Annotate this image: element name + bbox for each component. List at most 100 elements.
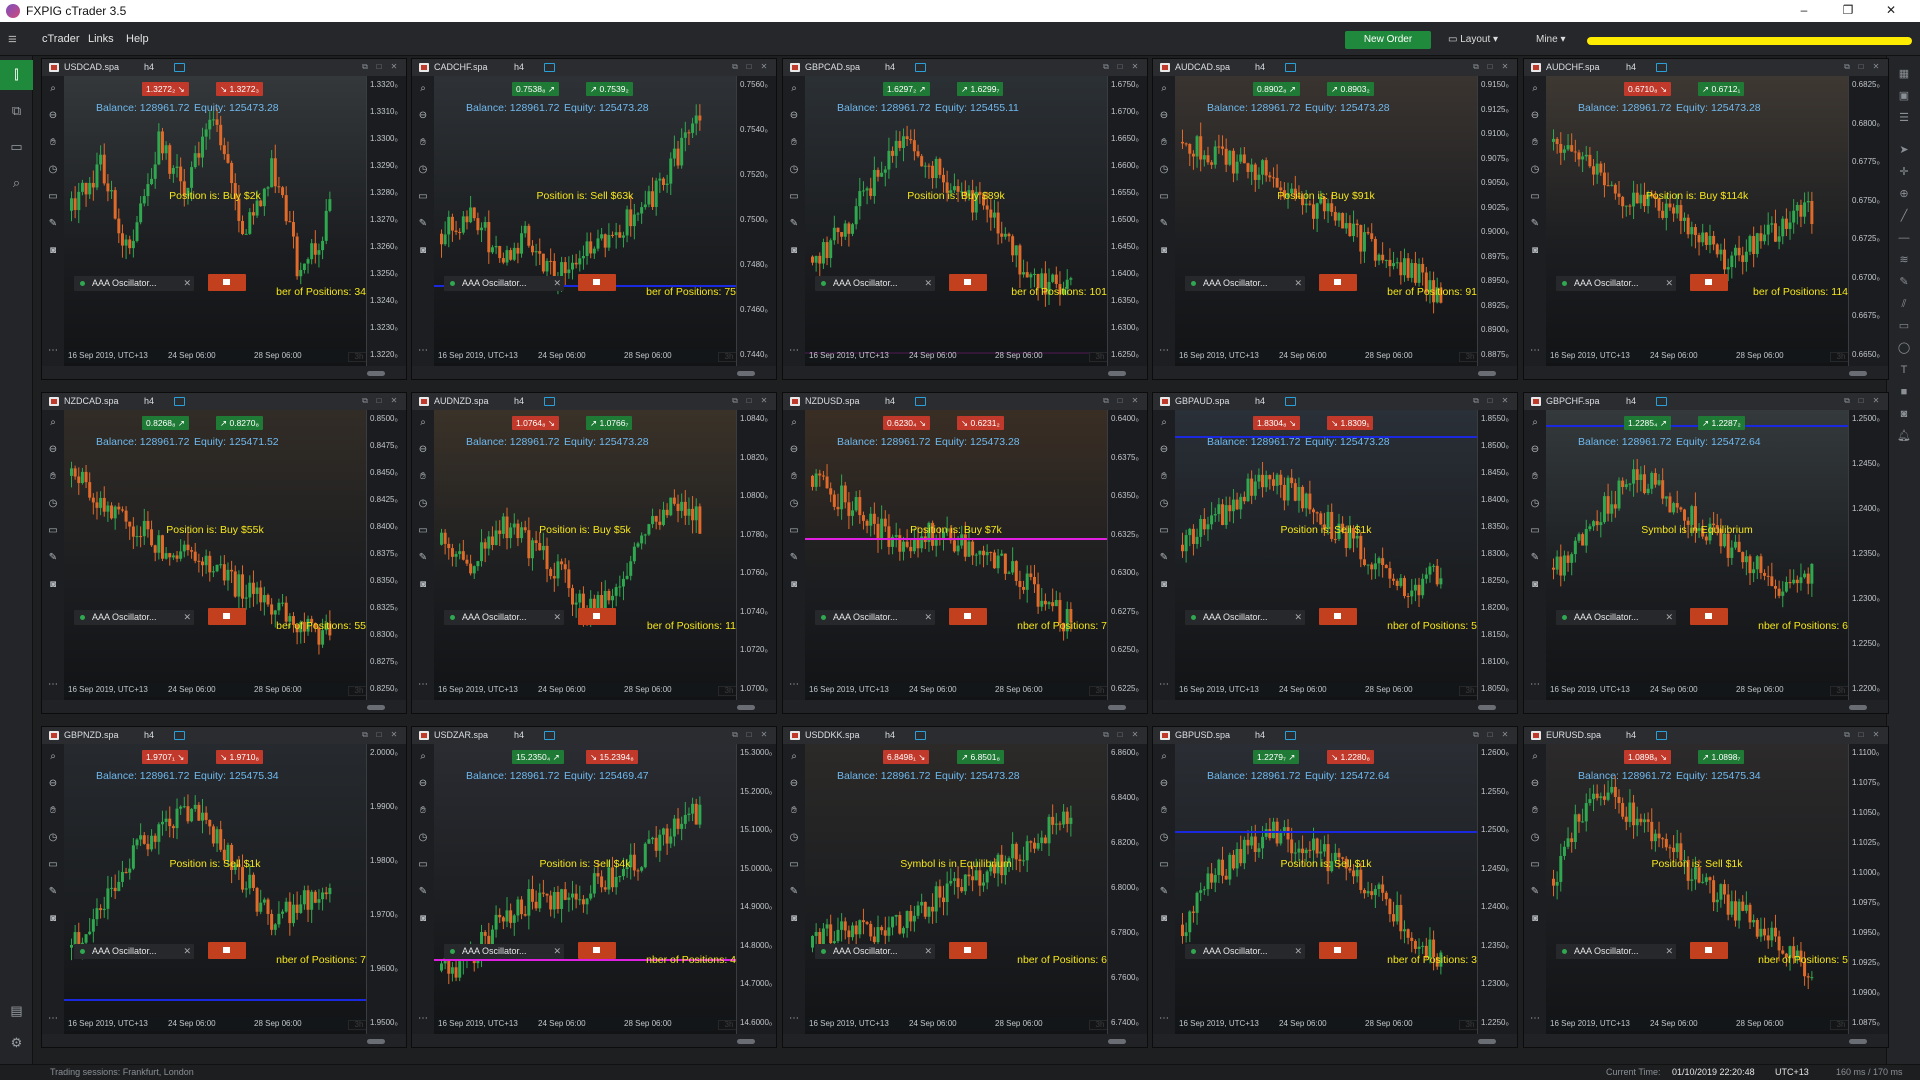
timeframe-selector[interactable]: h4 <box>1255 396 1266 406</box>
hand-icon[interactable]: ✋︎ <box>791 805 797 816</box>
close-panel-icon[interactable]: ✕ <box>1501 730 1509 739</box>
horizontal-scrollbar[interactable] <box>412 700 776 713</box>
hamburger-menu-icon[interactable]: ≡ <box>8 31 17 48</box>
search-icon[interactable]: ⌕ <box>420 83 426 94</box>
bid-button[interactable]: 1.0764₈ ↘ <box>512 416 560 430</box>
chart-area[interactable]: 1.0898₈ ↘ ↗ 1.0898₇ Balance: 128961.72 E… <box>1546 744 1848 1034</box>
timer-icon[interactable]: ◷ <box>48 832 58 843</box>
indicator-tag[interactable]: AAA Oscillator... ✕ <box>815 276 935 291</box>
time-axis[interactable]: 16 Sep 2019, UTC+13 24 Sep 06:00 28 Sep … <box>1546 683 1848 697</box>
zoom-out-icon[interactable]: ⊖ <box>789 444 799 455</box>
ask-button[interactable]: ↗ 0.6712₁ <box>1698 82 1745 96</box>
price-axis[interactable]: 1.1100₀ 1.1075₀ 1.1050₀ 1.1025₀ 1.1000₀ 1.097… <box>1848 744 1888 1034</box>
stop-button[interactable] <box>578 608 616 625</box>
ask-button[interactable]: ↗ 1.6299₇ <box>957 82 1004 96</box>
chart-area[interactable]: 6.8498₁ ↘ ↗ 6.8501₈ Balance: 128961.72 E… <box>805 744 1107 1034</box>
horizontal-scrollbar[interactable] <box>412 366 776 379</box>
maximize-icon[interactable]: □ <box>1858 730 1864 739</box>
remove-indicator-icon[interactable]: ✕ <box>924 946 932 956</box>
bid-button[interactable]: 0.6230₄ ↘ <box>883 416 930 430</box>
brush-icon[interactable]: ✎ <box>1530 886 1540 897</box>
ruler-icon[interactable]: ▭ <box>1530 859 1540 870</box>
search-icon[interactable]: ⌕ <box>1161 83 1167 94</box>
camera-icon[interactable]: ◙ <box>49 245 57 256</box>
search-icon[interactable]: ⌕ <box>1532 751 1538 762</box>
timer-icon[interactable]: ◷ <box>418 164 428 175</box>
price-axis[interactable]: 0.9150₀ 0.9125₀ 0.9100₀ 0.9075₀ 0.9050₀ 0.902… <box>1477 76 1517 366</box>
time-axis[interactable]: 16 Sep 2019, UTC+13 24 Sep 06:00 28 Sep … <box>805 683 1107 697</box>
horizontal-scrollbar[interactable] <box>1153 366 1517 379</box>
symbol-selector[interactable]: CADCHF.spa <box>434 62 488 72</box>
timer-icon[interactable]: ◷ <box>1159 164 1169 175</box>
bid-button[interactable]: 1.0898₈ ↘ <box>1624 750 1672 764</box>
remove-indicator-icon[interactable]: ✕ <box>553 612 561 622</box>
bid-button[interactable]: 0.6710₈ ↘ <box>1624 82 1672 96</box>
menu-help[interactable]: Help <box>126 33 149 45</box>
chart-panel[interactable]: AUDCAD.spa h4 ⧉ □ ✕ ⌕ ⊖ ✋︎ ◷ ▭ ✎ ◙ ⋯ 0.8902₈ ↗ … <box>1152 58 1518 380</box>
stop-button[interactable] <box>949 274 987 291</box>
detach-icon[interactable]: ⧉ <box>362 730 368 739</box>
ask-button[interactable]: ↘ 1.8309₁ <box>1327 416 1374 430</box>
menu-ctrader[interactable]: cTrader <box>42 33 80 45</box>
scroll-thumb[interactable] <box>1478 371 1496 376</box>
indicator-tag[interactable]: AAA Oscillator... ✕ <box>1556 610 1676 625</box>
detach-icon[interactable]: ⧉ <box>1473 62 1479 71</box>
ruler-icon[interactable]: ▭ <box>1530 191 1540 202</box>
ask-button[interactable]: ↘ 0.6231₂ <box>957 416 1004 430</box>
zoom-out-icon[interactable]: ⊖ <box>1530 778 1540 789</box>
more-icon[interactable]: ⋯ <box>48 1013 58 1024</box>
zoom-out-icon[interactable]: ⊖ <box>1159 778 1169 789</box>
hand-icon[interactable]: ✋︎ <box>50 137 56 148</box>
stop-button[interactable] <box>949 608 987 625</box>
stop-button[interactable] <box>949 942 987 959</box>
search-icon[interactable]: ⌕ <box>420 751 426 762</box>
detach-icon[interactable]: ⧉ <box>362 396 368 405</box>
stop-button[interactable] <box>208 608 246 625</box>
more-icon[interactable]: ⋯ <box>48 345 58 356</box>
close-panel-icon[interactable]: ✕ <box>1872 62 1880 71</box>
chart-area[interactable]: 1.9707₁ ↘ ↘ 1.9710₈ Balance: 128961.72 E… <box>64 744 366 1034</box>
chart-area[interactable]: 1.8304₈ ↘ ↘ 1.8309₁ Balance: 128961.72 E… <box>1175 410 1477 700</box>
ask-button[interactable]: ↘ 1.2280₈ <box>1327 750 1375 764</box>
single-layout-icon[interactable]: ▣ <box>1898 90 1910 102</box>
more-icon[interactable]: ⋯ <box>789 1013 799 1024</box>
bid-button[interactable]: 1.9707₁ ↘ <box>142 750 189 764</box>
scroll-thumb[interactable] <box>1478 1039 1496 1044</box>
time-axis[interactable]: 16 Sep 2019, UTC+13 24 Sep 06:00 28 Sep … <box>805 1017 1107 1031</box>
time-axis[interactable]: 16 Sep 2019, UTC+13 24 Sep 06:00 28 Sep … <box>1175 1017 1477 1031</box>
horizontal-scrollbar[interactable] <box>412 1034 776 1047</box>
symbol-selector[interactable]: NZDUSD.spa <box>805 396 860 406</box>
copy-icon[interactable]: ⧉ <box>11 103 22 118</box>
time-axis[interactable]: 16 Sep 2019, UTC+13 24 Sep 06:00 28 Sep … <box>434 1017 736 1031</box>
calendar-icon[interactable] <box>1656 63 1667 72</box>
time-axis[interactable]: 16 Sep 2019, UTC+13 24 Sep 06:00 28 Sep … <box>1175 683 1477 697</box>
detach-icon[interactable]: ⧉ <box>1473 396 1479 405</box>
text-icon[interactable]: T <box>1900 364 1908 376</box>
maximize-icon[interactable]: □ <box>376 396 382 405</box>
zoom-out-icon[interactable]: ⊖ <box>789 778 799 789</box>
horizontal-scrollbar[interactable] <box>42 700 406 713</box>
scroll-thumb[interactable] <box>737 371 755 376</box>
brush-icon[interactable]: ✎ <box>789 886 799 897</box>
order-line[interactable] <box>1175 436 1477 438</box>
indicator-tag[interactable]: AAA Oscillator... ✕ <box>444 276 564 291</box>
brush-icon[interactable]: ✎ <box>1159 552 1169 563</box>
zoom-out-icon[interactable]: ⊖ <box>48 778 58 789</box>
hline-icon[interactable]: ― <box>1898 232 1910 244</box>
scroll-thumb[interactable] <box>1478 705 1496 710</box>
close-panel-icon[interactable]: ✕ <box>1131 396 1139 405</box>
horizontal-scrollbar[interactable] <box>783 366 1147 379</box>
search-icon[interactable]: ⌕ <box>791 751 797 762</box>
bid-button[interactable]: 0.7538₈ ↗ <box>512 82 560 96</box>
indicator-tag[interactable]: AAA Oscillator... ✕ <box>1185 276 1305 291</box>
hand-icon[interactable]: ✋︎ <box>1161 471 1167 482</box>
restore-button[interactable]: ❐ <box>1842 3 1854 17</box>
brush-icon[interactable]: ✎ <box>1159 886 1169 897</box>
camera-icon[interactable]: ◙ <box>419 579 427 590</box>
channel-icon[interactable]: ⫽ <box>1901 298 1907 310</box>
zoom-out-icon[interactable]: ⊖ <box>1530 110 1540 121</box>
maximize-icon[interactable]: □ <box>746 62 752 71</box>
close-panel-icon[interactable]: ✕ <box>1501 62 1509 71</box>
stop-button[interactable] <box>1690 942 1728 959</box>
rect-icon[interactable]: ▭ <box>1898 320 1910 332</box>
